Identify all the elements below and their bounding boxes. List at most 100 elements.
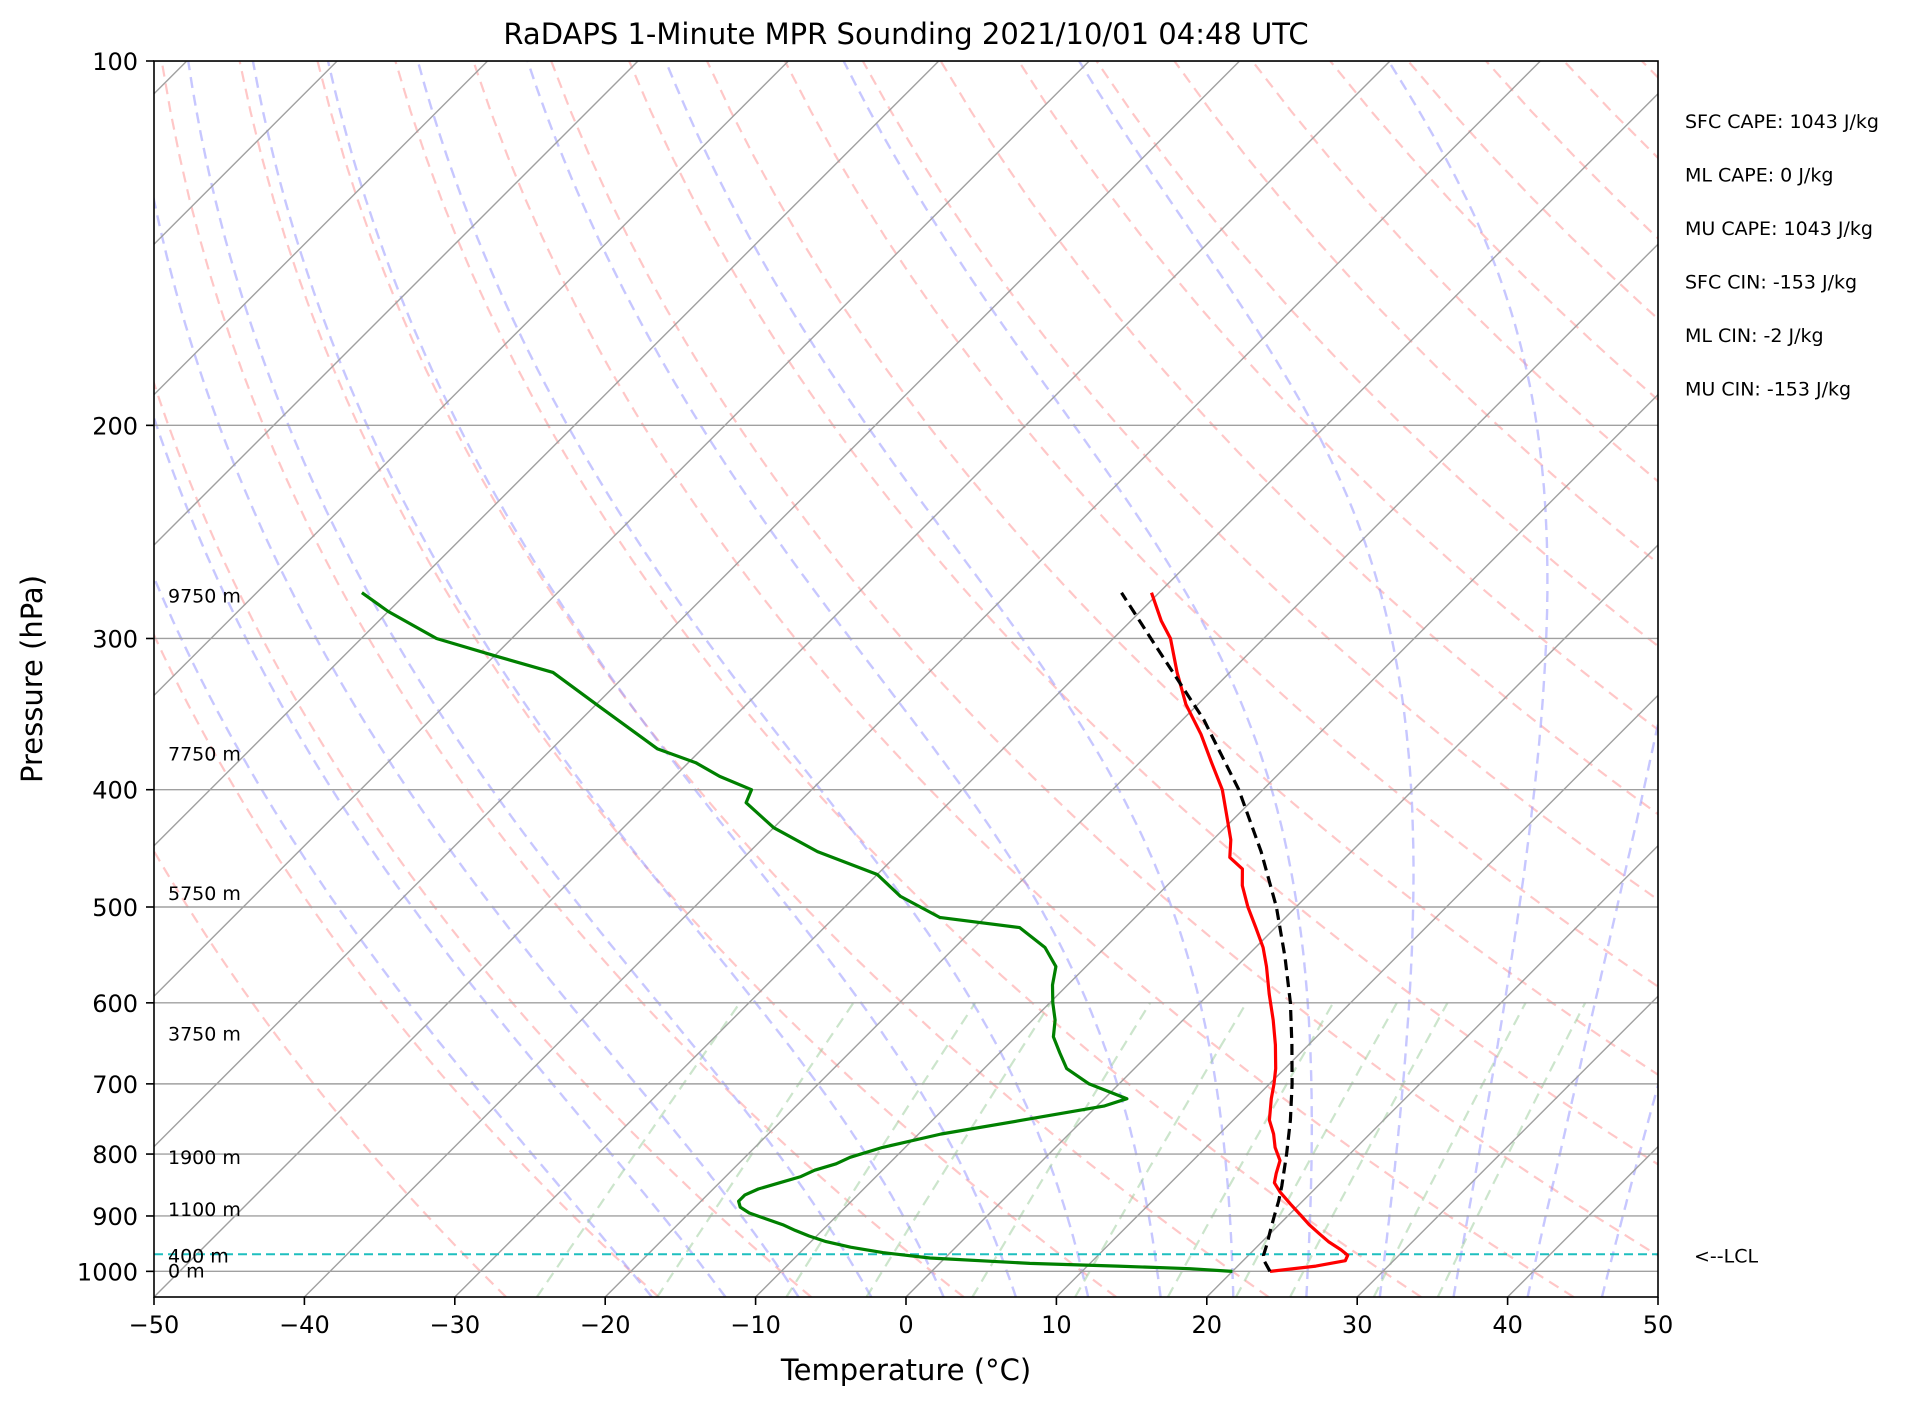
dry-adiabat bbox=[861, 61, 1658, 902]
moist-adiabat bbox=[251, 61, 945, 1297]
mixing-ratio-line bbox=[971, 1002, 1152, 1297]
x-tick-label: 50 bbox=[1643, 1311, 1674, 1339]
dewpoint-line bbox=[360, 591, 1233, 1273]
dry-adiabat bbox=[472, 61, 1575, 1297]
index-text: MU CAPE: 1043 J/kg bbox=[1685, 218, 1873, 240]
y-tick-label: 400 bbox=[92, 777, 138, 805]
isotherm bbox=[154, 61, 338, 246]
height-label: 1100 m bbox=[168, 1199, 241, 1221]
x-tick-label: 20 bbox=[1192, 1311, 1223, 1339]
y-axis-label: Pressure (hPa) bbox=[15, 575, 49, 783]
x-tick-label: −10 bbox=[730, 1311, 781, 1339]
height-label: 5750 m bbox=[168, 883, 241, 905]
mixing-ratio-line bbox=[535, 1002, 741, 1297]
dry-adiabat bbox=[154, 632, 660, 1297]
moist-adiabat bbox=[416, 61, 1090, 1297]
height-label: 400 m bbox=[168, 1245, 229, 1267]
dry-adiabat bbox=[706, 61, 1658, 1077]
isotherm bbox=[755, 393, 1658, 1297]
dry-adiabat bbox=[1329, 61, 1658, 402]
y-tick-label: 200 bbox=[92, 412, 138, 440]
moist-adiabat bbox=[664, 61, 1235, 1297]
y-tick-label: 800 bbox=[92, 1141, 138, 1169]
isotherm bbox=[303, 61, 1541, 1297]
dry-adiabat bbox=[550, 61, 1658, 1257]
dry-adiabat bbox=[154, 849, 507, 1297]
x-tick-label: −40 bbox=[279, 1311, 330, 1339]
isotherm bbox=[1055, 694, 1658, 1297]
moist-adiabat bbox=[1078, 61, 1415, 1297]
isotherm bbox=[454, 92, 1658, 1297]
dry-adiabat bbox=[316, 61, 1270, 1297]
isotherm bbox=[154, 61, 1241, 1148]
height-label: 0 m bbox=[168, 1260, 205, 1282]
height-label: 7750 m bbox=[168, 743, 241, 765]
index-text: ML CAPE: 0 J/kg bbox=[1685, 165, 1833, 187]
y-tick-label: 1000 bbox=[77, 1258, 138, 1286]
moist-adiabat bbox=[1600, 1081, 1658, 1297]
dry-adiabat bbox=[1563, 61, 1658, 160]
moist-adiabat bbox=[842, 61, 1314, 1297]
y-tick-label: 600 bbox=[92, 990, 138, 1018]
isotherm bbox=[1657, 1296, 1658, 1297]
y-tick-label: 300 bbox=[92, 625, 138, 653]
dry-adiabat bbox=[154, 379, 812, 1297]
dry-adiabat bbox=[1720, 61, 1925, 1297]
x-tick-label: 10 bbox=[1041, 1311, 1072, 1339]
x-tick-label: −30 bbox=[429, 1311, 480, 1339]
mixing-ratio-line bbox=[865, 1002, 1052, 1297]
plot-frame bbox=[153, 60, 1659, 1298]
height-label: 9750 m bbox=[168, 586, 241, 608]
y-tick-label: 900 bbox=[92, 1203, 138, 1231]
x-tick-label: −20 bbox=[580, 1311, 631, 1339]
dry-adiabat bbox=[939, 61, 1658, 816]
mixing-ratio-line bbox=[656, 1002, 855, 1297]
isotherm bbox=[604, 243, 1658, 1297]
mixing-ratio-line bbox=[1436, 1002, 1587, 1297]
mixing-ratio-line bbox=[1074, 1002, 1248, 1297]
temperature-line bbox=[1149, 592, 1350, 1273]
index-text: SFC CIN: -153 J/kg bbox=[1685, 272, 1857, 294]
height-label: 1900 m bbox=[168, 1147, 241, 1169]
x-tick-label: 0 bbox=[898, 1311, 913, 1339]
dry-adiabat bbox=[1641, 61, 1658, 79]
y-tick-label: 100 bbox=[92, 48, 138, 76]
moist-adiabat bbox=[154, 194, 800, 1297]
mixing-ratio-line bbox=[1372, 1002, 1527, 1297]
x-tick-label: 30 bbox=[1342, 1311, 1373, 1339]
moist-adiabat bbox=[326, 61, 1018, 1297]
isotherm bbox=[154, 61, 1090, 998]
index-text: ML CIN: -2 J/kg bbox=[1685, 325, 1824, 347]
x-tick-label: −50 bbox=[129, 1311, 180, 1339]
isotherm bbox=[154, 61, 639, 546]
dry-adiabat bbox=[238, 61, 1117, 1297]
dry-adiabat bbox=[1017, 61, 1658, 731]
isotherm bbox=[154, 61, 1391, 1297]
x-tick-label: 40 bbox=[1492, 1311, 1523, 1339]
chart-title: RaDAPS 1-Minute MPR Sounding 2021/10/01 … bbox=[503, 17, 1308, 51]
dry-adiabat bbox=[1251, 61, 1658, 483]
moist-adiabat bbox=[1387, 61, 1549, 1297]
moist-adiabat bbox=[1526, 718, 1658, 1297]
dry-adiabat bbox=[1095, 61, 1658, 648]
moist-adiabat bbox=[187, 61, 873, 1297]
dry-adiabat bbox=[1173, 61, 1658, 565]
isotherm bbox=[154, 61, 940, 847]
y-tick-label: 500 bbox=[92, 894, 138, 922]
dry-adiabat bbox=[628, 61, 1658, 1166]
x-axis-label: Temperature (°C) bbox=[780, 1353, 1031, 1387]
isotherm bbox=[1206, 844, 1658, 1297]
moist-adiabat bbox=[154, 414, 727, 1297]
dry-adiabat bbox=[394, 61, 1422, 1297]
height-label: 3750 m bbox=[168, 1023, 241, 1045]
isotherm bbox=[905, 544, 1658, 1297]
isotherm bbox=[1356, 995, 1658, 1297]
dry-adiabat bbox=[160, 61, 965, 1297]
mixing-ratio-line bbox=[785, 1002, 977, 1297]
parcel-line bbox=[1120, 591, 1294, 1273]
index-text: SFC CAPE: 1043 J/kg bbox=[1685, 111, 1879, 133]
index-text: MU CIN: -153 J/kg bbox=[1685, 379, 1851, 401]
isotherm bbox=[154, 61, 789, 697]
dry-adiabat bbox=[1485, 61, 1658, 240]
